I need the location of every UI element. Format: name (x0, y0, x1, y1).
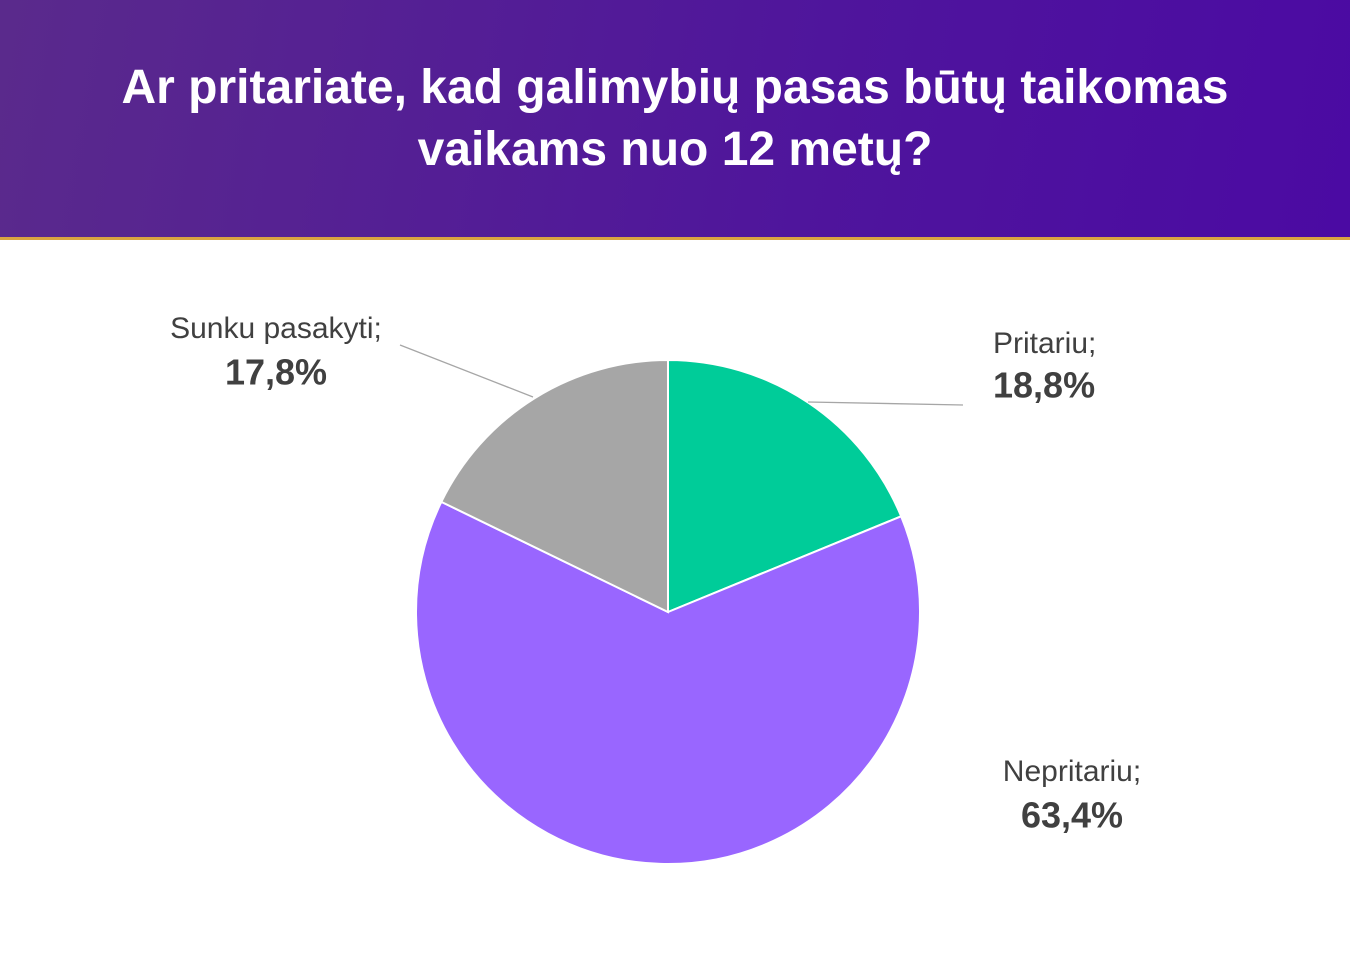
value-label: 18,8% (993, 365, 1095, 406)
pie-slice (440, 358, 669, 614)
category-label: Pritariu; (993, 327, 1096, 360)
category-label: Nepritariu; (1003, 755, 1141, 788)
category-label: Sunku pasakyti; (170, 312, 382, 345)
value-label: 17,8% (225, 352, 327, 393)
leader-line (399, 344, 534, 398)
leader-line (807, 401, 964, 406)
pie-slice (667, 358, 903, 614)
pie-slice (415, 500, 921, 865)
value-label: 63,4% (1021, 795, 1123, 836)
chart-title: Ar pritariate, kad galimybių pasas būtų … (121, 60, 1229, 176)
header: Ar pritariate, kad galimybių pasas būtų … (0, 0, 1350, 240)
